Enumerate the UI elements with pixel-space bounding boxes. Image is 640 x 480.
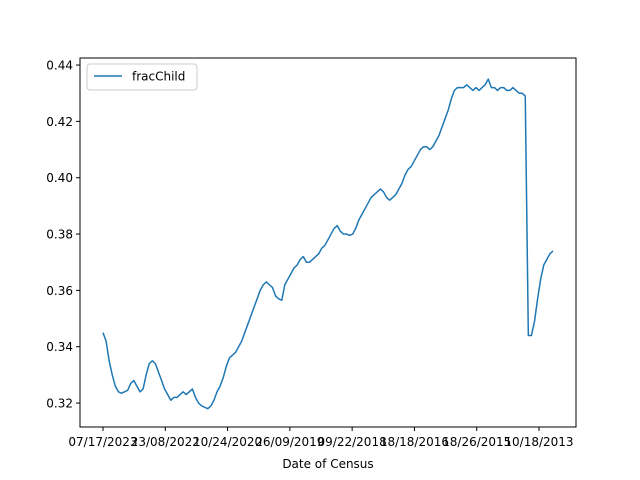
legend-label: fracChild [132, 70, 185, 84]
axes-layer [79, 57, 577, 428]
y-axis: 0.32 0.34 0.36 0.38 0.40 0.42 0.44 [46, 59, 80, 411]
plot-area [80, 58, 576, 427]
x-tick-label: 10/24/2020 [193, 435, 262, 449]
plot-frame [79, 57, 577, 428]
x-tick-label: 10/18/2013 [504, 435, 573, 449]
x-tick-label: 23/08/2022 [131, 435, 200, 449]
x-axis: 07/17/202323/08/202210/24/202026/09/2019… [68, 427, 574, 449]
y-tick-label: 0.38 [46, 228, 73, 242]
y-tick-label: 0.44 [46, 59, 73, 73]
legend: fracChild [86, 63, 198, 91]
x-tick-label: 07/17/2023 [68, 435, 137, 449]
y-tick-label: 0.34 [46, 340, 73, 354]
x-tick-label: 18/18/2016 [380, 435, 449, 449]
y-tick-label: 0.36 [46, 284, 73, 298]
series-layer [102, 78, 554, 410]
legend-box [86, 63, 198, 91]
y-tick-label: 0.32 [46, 397, 73, 411]
x-tick-label: 26/09/2019 [255, 435, 324, 449]
y-tick-label: 0.42 [46, 115, 73, 129]
x-tick-label: 09/22/2018 [318, 435, 387, 449]
y-tick-label: 0.40 [46, 171, 73, 185]
x-tick-label: 18/26/2015 [442, 435, 511, 449]
x-axis-label: Date of Census [282, 457, 373, 471]
series-line-fracChild [102, 78, 554, 410]
